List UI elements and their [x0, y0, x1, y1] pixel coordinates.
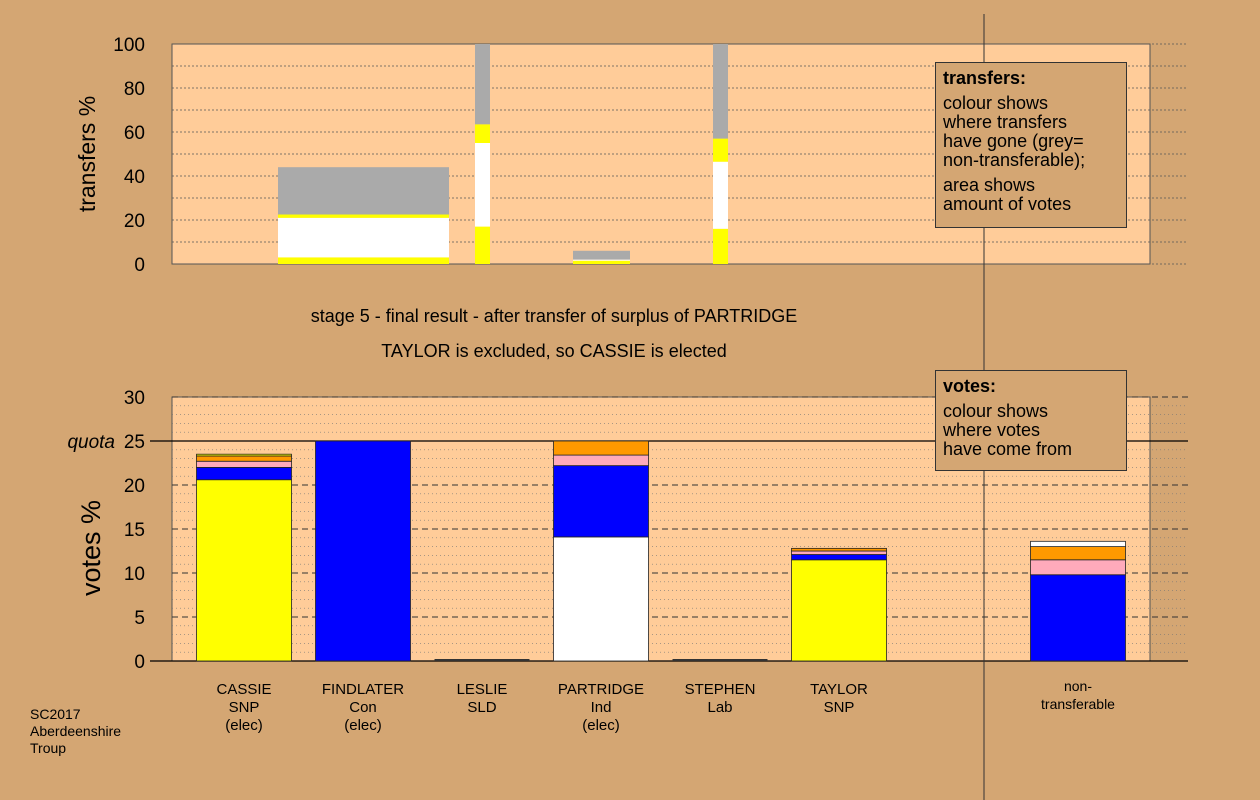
candidate-label: (elec) — [344, 717, 382, 734]
candidate-label: (elec) — [225, 717, 263, 734]
transfer-bar-segment — [475, 44, 490, 125]
votes-tick-label: 25 — [124, 432, 145, 453]
transfers-legend-line: where transfers — [943, 112, 1068, 132]
votes-tick-label: 30 — [124, 388, 145, 409]
transfers-tick-label: 100 — [113, 35, 145, 56]
votes-tick-label: 10 — [124, 564, 145, 585]
transfers-legend-line: have gone (grey= — [943, 131, 1084, 151]
transfer-bar-segment — [573, 250, 630, 260]
candidate-label: (elec) — [582, 717, 620, 734]
candidate-label: non- — [1064, 678, 1092, 694]
transfer-bar-segment — [475, 124, 490, 143]
candidate-label: Con — [349, 699, 377, 716]
vote-bar-segment — [791, 559, 887, 662]
stage-title: stage 5 - final result - after transfer … — [311, 306, 798, 326]
transfers-legend-line: colour shows — [943, 93, 1049, 113]
transfer-bar-segment — [475, 226, 490, 264]
transfers-legend-line: area shows — [943, 175, 1036, 195]
transfers-tick-label: 0 — [134, 255, 145, 276]
votes-legend-line: have come from — [943, 439, 1073, 459]
vote-bar-segment — [553, 465, 649, 538]
candidate-label: SNP — [824, 699, 855, 716]
transfer-bar-segment — [713, 161, 728, 229]
transfers-tick-label: 60 — [124, 123, 145, 144]
transfers-legend-line: amount of votes — [943, 194, 1072, 214]
transfer-bar-segment — [713, 44, 728, 139]
transfers-tick-label: 20 — [124, 211, 145, 232]
vote-bar-segment — [1030, 574, 1126, 662]
vote-bar-segment — [553, 536, 649, 662]
vote-bar-segment — [196, 460, 292, 468]
transfer-bar-segment — [278, 257, 449, 264]
transfer-bar-segment — [713, 228, 728, 264]
candidate-label: transferable — [1041, 696, 1115, 712]
candidate-label: LESLIE — [457, 681, 508, 698]
votes-legend-line: where votes — [943, 420, 1041, 440]
votes-tick-label: 20 — [124, 476, 145, 497]
transfers-legend-line: non-transferable); — [943, 150, 1086, 170]
footer-council: Aberdeenshire — [30, 723, 122, 739]
transfers-legend: transfers: colour shows where transfers … — [935, 62, 1127, 228]
transfer-bar-segment — [278, 214, 449, 218]
vote-bar-segment — [196, 455, 292, 462]
votes-tick-label: 0 — [134, 652, 145, 673]
candidate-label: Lab — [707, 699, 732, 716]
vote-bar-segment — [553, 440, 649, 456]
votes-legend: votes: colour shows where votes have com… — [935, 370, 1127, 471]
votes-legend-line: colour shows — [943, 401, 1049, 421]
transfers-axis-label: transfers % — [74, 96, 100, 212]
candidate-label: Ind — [591, 699, 612, 716]
transfers-legend-title: transfers: — [943, 68, 1027, 88]
vote-bar-segment — [1030, 559, 1126, 576]
vote-bar-segment — [196, 466, 292, 481]
quota-label: quota — [67, 432, 115, 453]
transfer-bar-segment — [475, 143, 490, 227]
vote-bar-segment — [553, 454, 649, 467]
vote-bar-segment — [315, 440, 411, 662]
transfer-bar-segment — [573, 260, 630, 264]
transfers-tick-label: 40 — [124, 167, 145, 188]
transfers-tick-label: 80 — [124, 79, 145, 100]
votes-legend-title: votes: — [943, 376, 997, 396]
vote-bar-segment — [791, 550, 887, 555]
footer-info: SC2017 Aberdeenshire Troup — [30, 706, 121, 757]
transfer-bar-segment — [713, 138, 728, 162]
votes-axis-label: votes % — [76, 500, 106, 596]
candidate-label: TAYLOR — [810, 681, 868, 698]
stage-subtitle: TAYLOR is excluded, so CASSIE is elected — [381, 341, 726, 361]
vote-bar-segment — [791, 547, 887, 552]
vote-bar-segment — [1030, 540, 1126, 548]
transfer-bar-segment — [573, 259, 630, 261]
footer-election: SC2017 — [30, 706, 81, 722]
vote-bar-segment — [1030, 546, 1126, 561]
candidate-label: CASSIE — [216, 681, 271, 698]
vote-bar-segment — [196, 479, 292, 662]
transfer-bar-segment — [278, 167, 449, 215]
candidate-label: SNP — [229, 699, 260, 716]
candidate-label: STEPHEN — [685, 681, 756, 698]
candidate-label: FINDLATER — [322, 681, 404, 698]
transfer-bar-segment — [278, 217, 449, 258]
votes-tick-label: 15 — [124, 520, 145, 541]
candidate-label: SLD — [467, 699, 496, 716]
footer-ward: Troup — [30, 740, 67, 756]
vote-bar-segment — [791, 554, 887, 561]
votes-tick-label: 5 — [134, 608, 145, 629]
vote-bar-segment — [196, 453, 292, 457]
candidate-label: PARTRIDGE — [558, 681, 644, 698]
